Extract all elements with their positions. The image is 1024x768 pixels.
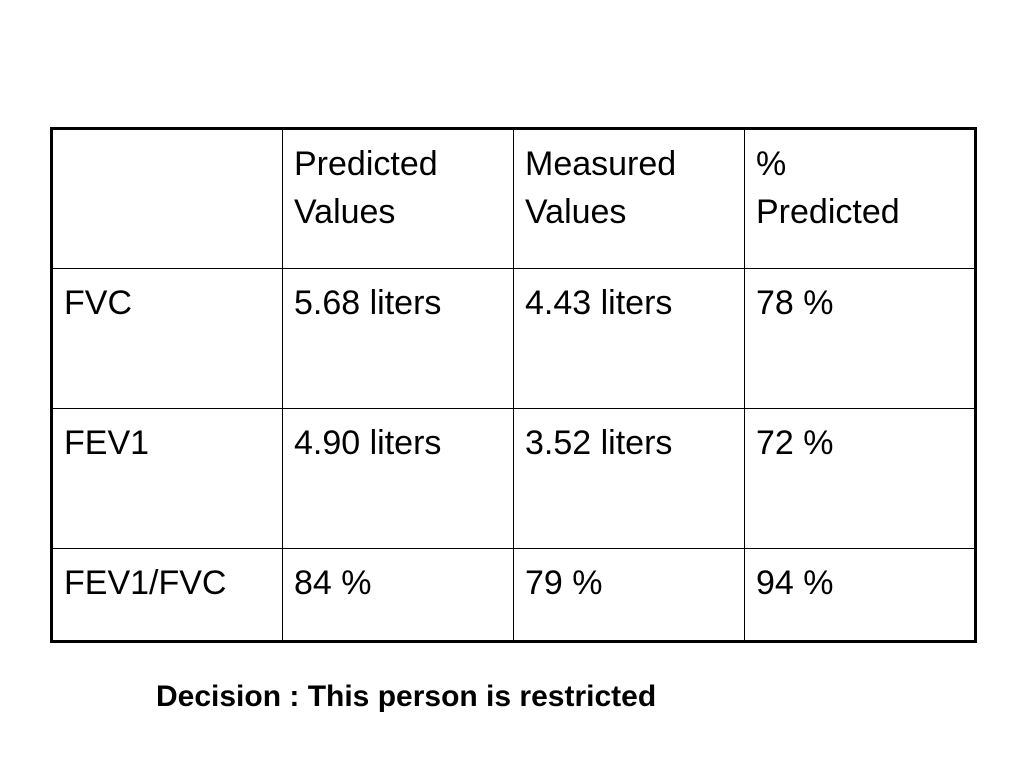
header-line: Values <box>294 193 396 231</box>
header-measured-values: Measured Values <box>513 128 745 269</box>
row-label: FEV1/FVC <box>51 548 283 642</box>
decision-text: Decision : This person is restricted <box>156 680 657 713</box>
header-line: Predicted <box>756 193 900 231</box>
predicted-cell: 84 % <box>282 548 514 642</box>
header-line: % <box>756 145 787 183</box>
header-line: Measured <box>525 145 677 183</box>
table-header-row: Predicted Values Measured Values % Predi… <box>51 128 976 269</box>
measured-cell: 4.43 liters <box>513 268 745 409</box>
table-row-fev1-fvc: FEV1/FVC 84 % 79 % 94 % <box>51 548 976 642</box>
percent-cell: 72 % <box>744 408 976 549</box>
spirometry-table: Predicted Values Measured Values % Predi… <box>50 127 977 643</box>
row-label: FEV1 <box>51 408 283 549</box>
predicted-cell: 5.68 liters <box>282 268 514 409</box>
header-line: Predicted <box>294 145 438 183</box>
header-corner-cell <box>51 128 283 269</box>
predicted-cell: 4.90 liters <box>282 408 514 549</box>
table-row-fvc: FVC 5.68 liters 4.43 liters 78 % <box>51 268 976 409</box>
row-label: FVC <box>51 268 283 409</box>
header-predicted-values: Predicted Values <box>282 128 514 269</box>
header-percent-predicted: % Predicted <box>744 128 976 269</box>
measured-cell: 3.52 liters <box>513 408 745 549</box>
measured-cell: 79 % <box>513 548 745 642</box>
header-line: Values <box>525 193 627 231</box>
table-row-fev1: FEV1 4.90 liters 3.52 liters 72 % <box>51 408 976 549</box>
percent-cell: 94 % <box>744 548 976 642</box>
percent-cell: 78 % <box>744 268 976 409</box>
